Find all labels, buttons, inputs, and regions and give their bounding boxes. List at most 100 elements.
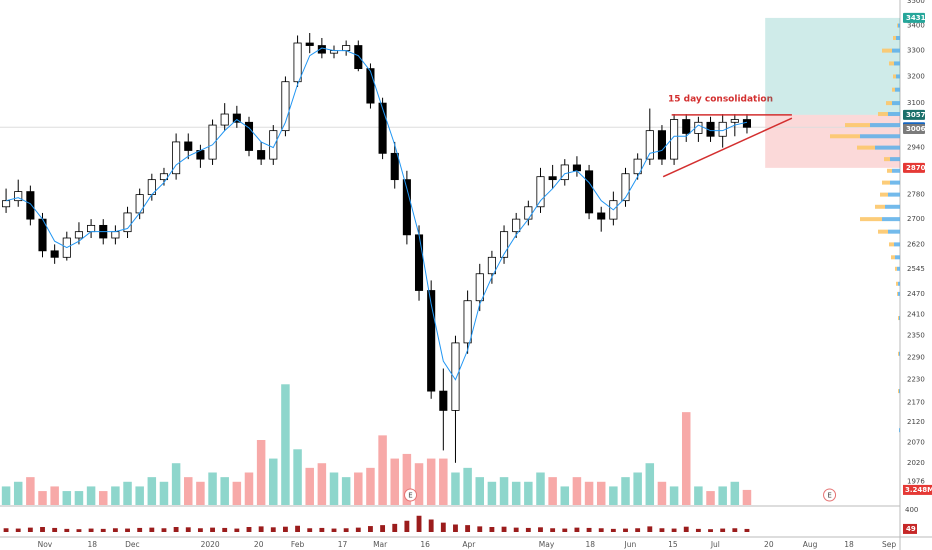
candle-body [257, 150, 266, 160]
earnings-marker [823, 488, 837, 502]
volume-bar [414, 463, 424, 505]
x-tick-label: Jun [624, 540, 637, 549]
volume-bar [402, 453, 412, 505]
profile-down [886, 101, 892, 106]
profile-down [860, 217, 882, 222]
candle-body [232, 113, 241, 123]
candle-body [87, 224, 96, 233]
indicator-bar [52, 527, 58, 532]
indicator-bar [368, 526, 373, 532]
volume-bar [305, 467, 314, 505]
indicator-bar [635, 528, 641, 532]
indicator-bar [307, 528, 313, 532]
price-label-bg [903, 162, 925, 173]
indicator-bar [647, 526, 653, 532]
profile-down [898, 389, 899, 394]
indicator-bar [744, 528, 750, 532]
volume-bar [269, 458, 278, 505]
y-tick-label: 2780 [907, 191, 925, 199]
volume-bar [487, 481, 497, 505]
candle-body [220, 113, 229, 126]
profile-down [857, 145, 875, 150]
indicator-bar [380, 525, 386, 532]
candle-body [657, 130, 666, 160]
indicator-bar [550, 528, 556, 532]
candle-body [512, 218, 521, 233]
volume-bar [208, 472, 217, 505]
indicator-tick-label: 400 [905, 506, 918, 514]
indicator-bar [246, 527, 252, 532]
y-tick-label: 3200 [907, 72, 925, 80]
volume-bar [281, 384, 290, 505]
volume-bar [633, 472, 642, 505]
volume-bar [111, 486, 120, 505]
volume-bar [475, 477, 485, 505]
profile-down [845, 123, 870, 128]
volume-bar [390, 458, 399, 505]
candle-body [463, 300, 472, 344]
y-tick-label: 2230 [907, 376, 925, 384]
volume-bar [147, 477, 157, 505]
x-tick-label: Nov [38, 540, 53, 549]
indicator-bar [137, 527, 143, 532]
y-tick-label: 2070 [907, 438, 925, 446]
volume-bar [135, 486, 144, 505]
indicator-bar [355, 527, 361, 532]
volume-bar [645, 463, 655, 505]
candle-body [244, 121, 254, 151]
profile-up [892, 48, 900, 53]
volume-bar [499, 477, 509, 505]
indicator-bar [210, 527, 215, 532]
indicator-bar [428, 519, 434, 532]
candle-body [342, 45, 351, 52]
indicator-bar [149, 527, 155, 532]
indicator-bar [538, 527, 543, 532]
volume-bar [742, 489, 752, 505]
x-tick-label: 18 [586, 540, 596, 549]
candle-body [597, 212, 606, 220]
profile-up [895, 87, 900, 92]
price-label: 3006 [906, 125, 926, 133]
volume-bar [463, 467, 472, 505]
volume-bar [730, 481, 740, 505]
y-tick-label: 2545 [907, 265, 925, 273]
profile-down [893, 74, 896, 79]
profile-up [899, 428, 900, 433]
volume-bar [184, 477, 193, 505]
profile-down [893, 35, 896, 40]
profile-up [894, 242, 900, 247]
candle-body [135, 194, 144, 214]
indicator-bar [659, 528, 665, 532]
volume-bar [560, 486, 570, 505]
indicator-bar [64, 528, 70, 532]
volume-bar [548, 477, 557, 505]
indicator-bar [27, 527, 33, 532]
candle-body [730, 119, 739, 123]
indicator-bar [574, 527, 580, 532]
candle-body [281, 81, 290, 132]
candle-body [572, 164, 581, 172]
candle-body [172, 141, 181, 175]
x-tick-label: Feb [291, 540, 305, 549]
profile-up [888, 112, 900, 117]
indicator-bar [15, 528, 21, 532]
candle-body [26, 191, 35, 220]
volume-bar [572, 477, 582, 505]
y-tick-label: 2470 [907, 290, 925, 298]
volume-bar [171, 463, 181, 505]
candle-body [548, 176, 557, 181]
profile-down [892, 87, 895, 92]
profile-down [875, 204, 885, 209]
x-tick-label: Dec [125, 540, 140, 549]
volume-label-bg [903, 484, 932, 495]
volume-bar [657, 481, 667, 505]
profile-up [899, 316, 900, 321]
candle-body [536, 176, 545, 208]
volume-bar [621, 477, 630, 505]
profile-up [897, 266, 900, 271]
volume-bar [13, 481, 23, 505]
candle-body [402, 179, 411, 236]
indicator-label-bg [903, 523, 917, 534]
profile-up [899, 351, 900, 356]
profile-up [894, 61, 900, 66]
